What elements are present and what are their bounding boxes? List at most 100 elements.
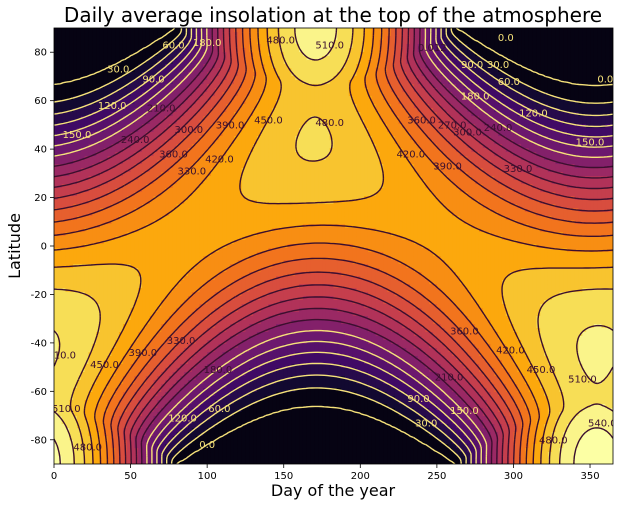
contour-band-cell [165,36,170,41]
contour-band-cell [195,308,201,313]
contour-band-cell [153,344,158,349]
contour-band-cell [161,284,166,289]
contour-band-cell [207,148,212,153]
contour-band-cell [168,48,174,53]
contour-band-cell [96,144,101,149]
contour-band-cell [195,52,201,57]
contour-band-cell [172,440,178,445]
contour-band-cell [207,456,212,461]
contour-band-cell [88,404,93,409]
contour-band-cell [119,368,124,373]
contour-band-cell [61,116,67,121]
contour-band-cell [57,212,63,217]
contour-band-cell [103,48,109,53]
contour-band-cell [165,344,170,349]
contour-band-cell [134,44,139,49]
contour-band-cell [176,364,181,369]
contour-band-cell [165,452,170,457]
contour-band-cell [122,240,128,245]
contour-band-cell [180,288,185,293]
contour-band-cell [180,332,185,337]
contour-band-cell [226,136,231,141]
contour-band-cell [145,204,151,209]
contour-band-cell [111,432,116,437]
contour-band-cell [61,64,67,69]
contour-band-cell [84,452,90,457]
contour-band-cell [134,344,139,349]
contour-band-cell [126,252,132,257]
contour-band-cell [222,252,227,257]
contour-band-cell [184,268,189,273]
contour-band-cell [180,448,185,453]
contour-band-cell [119,188,124,193]
contour-band-cell [107,244,113,249]
contour-band-cell [168,204,174,209]
contour-band-cell [84,344,90,349]
contour-band-cell [54,368,59,373]
contour-band-cell [65,268,70,273]
contour-band-cell [203,440,208,445]
contour-band-cell [80,124,86,129]
contour-band-cell [184,224,189,229]
contour-band-cell [145,432,151,437]
contour-band-cell [130,436,136,441]
contour-band-cell [188,392,193,397]
contour-band-cell [99,56,105,61]
contour-band-cell [142,196,147,201]
contour-band-cell [207,204,212,209]
contour-band-cell [191,52,197,57]
contour-band-cell [195,444,201,449]
contour-band-cell [76,452,82,457]
contour-band-cell [84,136,90,141]
contour-band-cell [99,88,105,93]
contour-band-cell [99,404,105,409]
contour-band-cell [142,404,147,409]
contour-band-cell [73,328,78,333]
contour-band-cell [145,124,151,129]
contour-band-cell [176,264,181,269]
contour-band-cell [157,300,162,305]
contour-band-cell [157,96,162,101]
contour-band-cell [195,208,201,213]
contour-band-cell [107,280,113,285]
contour-band-cell [226,340,231,345]
contour-band-cell [214,408,220,413]
contour-band-cell [195,232,201,237]
contour-band-cell [218,148,224,153]
contour-band-cell [203,112,208,117]
contour-band-cell [111,64,116,69]
contour-band-cell [103,328,109,333]
contour-band-cell [176,396,181,401]
contour-band-cell [172,356,178,361]
contour-band-cell [142,300,147,305]
contour-band-cell [191,112,197,117]
contour-band-cell [203,420,208,425]
contour-band-cell [103,340,109,345]
contour-band-cell [61,332,67,337]
contour-band-cell [115,32,120,37]
contour-band-cell [92,368,97,373]
contour-band-cell [149,164,155,169]
contour-band-cell [122,220,128,225]
contour-band-cell [138,360,143,365]
contour-band-cell [138,96,143,101]
contour-band-cell [54,256,59,261]
contour-band-cell [130,208,136,213]
contour-band-cell [222,212,227,217]
contour-band-cell [161,168,166,173]
contour-band-cell [191,184,197,189]
contour-band-cell [119,80,124,85]
contour-band-cell [188,448,193,453]
contour-band-cell [99,456,105,461]
contour-band-cell [149,204,155,209]
contour-band-cell [107,268,113,273]
contour-band-cell [222,128,227,133]
contour-band-cell [115,132,120,137]
contour-band-cell [176,244,181,249]
contour-band-cell [153,424,158,429]
contour-band-cell [130,324,136,329]
contour-band-cell [138,264,143,269]
contour-band-cell [191,96,197,101]
contour-band-cell [138,224,143,229]
contour-band-cell [195,56,201,61]
